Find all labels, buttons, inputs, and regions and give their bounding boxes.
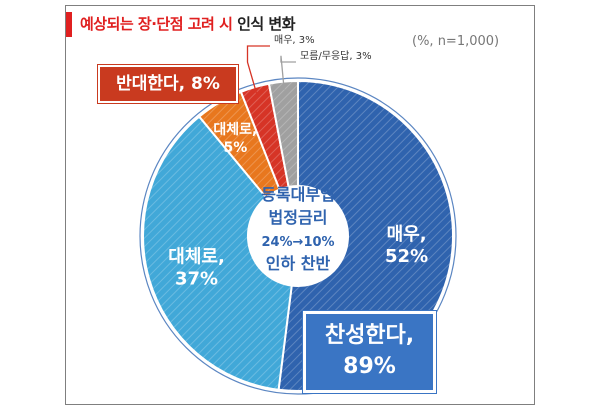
slice-label-somewhat-oppose: 대체로,: [213, 122, 257, 138]
donut-outer-ring: [139, 77, 457, 395]
leader-line-very-oppose: [246, 45, 270, 96]
center-text-line-1: 등록대부업: [261, 185, 335, 204]
oppose-callout: 반대한다, 8%: [98, 65, 238, 103]
slice-texture-dont-know: [268, 81, 298, 187]
slice-value-very-support: 52%: [385, 246, 428, 267]
slice-label-very-oppose: 매우, 3%: [274, 34, 315, 46]
slice-value-somewhat-oppose: 5%: [224, 140, 248, 156]
slice-label-dont-know: 모름/무응답, 3%: [300, 50, 372, 62]
leader-line-dont-know: [280, 55, 296, 90]
support-callout-value: 89%: [343, 354, 396, 379]
chart-title-suffix: 인식 변화: [237, 15, 296, 33]
slice-texture-very-oppose: [240, 83, 289, 190]
support-callout: 찬성한다, 89%: [303, 311, 436, 393]
slice-value-somewhat-support: 37%: [175, 268, 218, 289]
center-text-line-2: 법정금리: [269, 208, 328, 227]
support-callout-label: 찬성한다,: [324, 323, 415, 348]
center-text-line-4: 인하 찬반: [266, 254, 331, 273]
title-accent-bar: [66, 12, 72, 37]
chart-title: 예상되는 장·단점 고려 시 인식 변화: [80, 13, 296, 34]
center-text-line-3: 24%→10%: [261, 235, 334, 250]
slice-texture-somewhat-oppose: [199, 91, 280, 198]
unit-note: (%, n=1,000): [412, 34, 500, 49]
chart-title-main: 예상되는 장·단점 고려 시: [80, 15, 233, 33]
slice-label-somewhat-support: 대체로,: [168, 246, 225, 267]
slice-label-very-support: 매우,: [387, 224, 427, 245]
